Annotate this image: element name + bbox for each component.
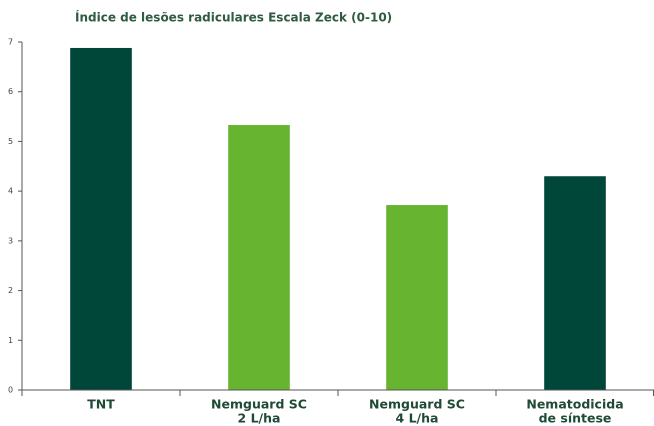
y-tick-label: 6 <box>8 87 13 96</box>
x-tick-label: Nemguard SC <box>211 397 307 412</box>
x-tick-label: 4 L/ha <box>396 411 439 426</box>
y-tick-label: 3 <box>8 236 13 245</box>
y-tick-label: 4 <box>8 187 13 196</box>
y-tick-label: 2 <box>8 286 13 295</box>
x-tick-label: TNT <box>87 397 115 412</box>
bar <box>544 176 606 390</box>
x-tick-label: de síntese <box>539 411 612 426</box>
y-tick-label: 1 <box>8 336 13 345</box>
x-tick-label: Nemguard SC <box>369 397 465 412</box>
y-tick-label: 7 <box>8 38 13 47</box>
bar <box>386 205 448 390</box>
y-tick-label: 0 <box>8 386 13 395</box>
x-tick-label: 2 L/ha <box>238 411 281 426</box>
bar <box>70 47 132 391</box>
y-tick-label: 5 <box>8 137 13 146</box>
chart-title: Índice de lesões radiculares Escala Zeck… <box>75 10 392 25</box>
bar <box>228 125 290 390</box>
x-tick-label: Nematodicida <box>526 397 623 412</box>
